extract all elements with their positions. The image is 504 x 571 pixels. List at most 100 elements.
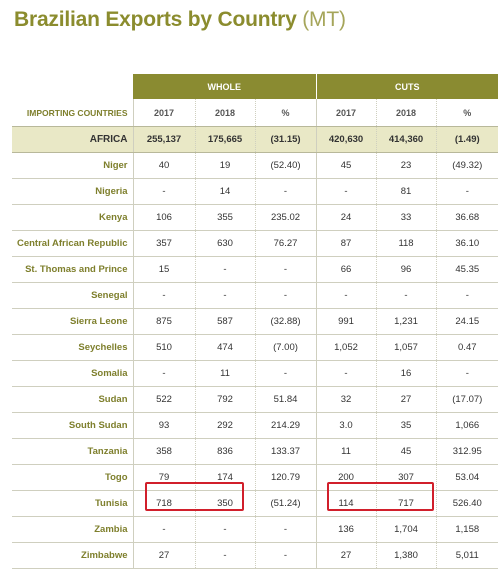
cell-whole-pct: - (254, 542, 317, 569)
header-whole-pct: % (254, 99, 317, 127)
cell-whole-pct: - (254, 516, 317, 543)
cell-cuts-pct: 0.47 (435, 334, 499, 361)
highlight-box-whole (145, 482, 244, 511)
table-row: Kenya 106 355 235.02 24 33 36.68 (12, 204, 499, 231)
cell-cuts-pct: - (435, 282, 499, 309)
cell-whole-2018: 587 (194, 308, 255, 335)
cell-cuts-2017: 87 (315, 230, 377, 257)
row-name: Senegal (12, 282, 133, 309)
cell-whole-2018: 19 (194, 152, 255, 179)
cell-whole-2018: - (194, 516, 255, 543)
title-unit: (MT) (302, 8, 346, 31)
cell-whole-pct: (52.40) (254, 152, 317, 179)
cell-cuts-2018: 1,057 (375, 334, 437, 361)
cell-cuts-pct: 53.04 (435, 464, 499, 491)
row-name: AFRICA (12, 126, 133, 153)
column-header-row: IMPORTING COUNTRIES 2017 2018 % 2017 201… (12, 99, 499, 127)
cell-cuts-pct: 312.95 (435, 438, 499, 465)
cell-cuts-2017: 32 (315, 386, 377, 413)
cell-whole-2017: 93 (132, 412, 195, 439)
cell-whole-2018: 355 (194, 204, 255, 231)
cell-whole-2018: 292 (194, 412, 255, 439)
cell-cuts-2018: 1,380 (375, 542, 437, 569)
cell-cuts-2017: 114 (315, 490, 377, 517)
cell-whole-2017: 255,137 (132, 126, 195, 153)
cell-whole-pct: (51.24) (254, 490, 317, 517)
cell-whole-2018: 14 (194, 178, 255, 205)
cell-cuts-2017: 136 (315, 516, 377, 543)
table-row: Zambia - - -136 1,704 1,158 (12, 516, 499, 543)
cell-cuts-2017: 1,052 (315, 334, 377, 361)
cell-cuts-2017: - (315, 360, 377, 387)
row-name: Togo (12, 464, 133, 491)
cell-whole-pct: (32.88) (254, 308, 317, 335)
cell-whole-2017: - (132, 282, 195, 309)
table-row: Tunisia 718 350 (51.24) 114 717 526.40 (12, 490, 499, 517)
cell-cuts-pct: 45.35 (435, 256, 499, 283)
cell-cuts-2017: 24 (315, 204, 377, 231)
cell-cuts-2018: 23 (375, 152, 437, 179)
cell-whole-pct: - (254, 282, 317, 309)
row-name: South Sudan (12, 412, 133, 439)
row-name: Nigeria (12, 178, 133, 205)
row-name: St. Thomas and Prince (12, 256, 133, 283)
cell-whole-pct: - (254, 178, 317, 205)
cell-cuts-2018: 81 (375, 178, 437, 205)
row-name: Tunisia (12, 490, 133, 517)
row-name: Sierra Leone (12, 308, 133, 335)
cell-cuts-pct: - (435, 178, 499, 205)
cell-whole-2017: 358 (132, 438, 195, 465)
cell-whole-pct: - (254, 256, 317, 283)
cell-whole-2017: 27 (132, 542, 195, 569)
cell-whole-pct: 76.27 (254, 230, 317, 257)
row-name: Sudan (12, 386, 133, 413)
cell-whole-2018: - (194, 282, 255, 309)
cell-cuts-2018: 27 (375, 386, 437, 413)
cell-cuts-2017: 200 (315, 464, 377, 491)
cell-cuts-2017: 27 (315, 542, 377, 569)
cell-cuts-2017: - (315, 282, 377, 309)
cell-whole-2018: 792 (194, 386, 255, 413)
cell-whole-pct: 120.79 (254, 464, 317, 491)
row-name: Kenya (12, 204, 133, 231)
group-header-cuts: CUTS (316, 74, 499, 99)
row-name: Seychelles (12, 334, 133, 361)
table-row: Somalia -11- -16- (12, 360, 499, 387)
cell-whole-2018: 175,665 (194, 126, 255, 153)
header-whole-2017: 2017 (132, 99, 195, 127)
cell-whole-2018: 174 (194, 464, 255, 491)
cell-whole-2017: - (132, 360, 195, 387)
table-row: Senegal - - - - - - (12, 282, 499, 309)
row-name: Central African Republic (12, 230, 133, 257)
cell-cuts-2017: 45 (315, 152, 377, 179)
cell-whole-pct: - (254, 360, 317, 387)
cell-cuts-2018: - (375, 282, 437, 309)
header-importing-countries: IMPORTING COUNTRIES (12, 99, 133, 127)
row-name: Niger (12, 152, 133, 179)
cell-cuts-pct: (17.07) (435, 386, 499, 413)
cell-whole-2018: 474 (194, 334, 255, 361)
cell-cuts-2018: 96 (375, 256, 437, 283)
cell-cuts-2017: 420,630 (315, 126, 377, 153)
cell-cuts-pct: (49.32) (435, 152, 499, 179)
cell-cuts-pct: 1,066 (435, 412, 499, 439)
header-cuts-2018: 2018 (375, 99, 437, 127)
cell-whole-2017: - (132, 516, 195, 543)
cell-cuts-2018: 1,231 (375, 308, 437, 335)
table-row: Niger 40 19 (52.40) 45 23 (49.32) (12, 152, 499, 179)
table-row: South Sudan 93 292 214.29 3.0 35 1,066 (12, 412, 499, 439)
table-row: Sudan 522 792 51.84 32 27 (17.07) (12, 386, 499, 413)
header-whole-2018: 2018 (194, 99, 255, 127)
cell-whole-2018: 350 (194, 490, 255, 517)
row-name: Zimbabwe (12, 542, 133, 569)
highlight-box-cuts (327, 482, 434, 511)
cell-cuts-2018: 414,360 (375, 126, 437, 153)
cell-whole-pct: 235.02 (254, 204, 317, 231)
table-row: Sierra Leone 875 587 (32.88) 991 1,231 24.15 (12, 308, 499, 335)
cell-whole-2017: 357 (132, 230, 195, 257)
table-row: Central African Republic 357 630 76.27 87 118… (12, 230, 499, 257)
cell-cuts-2018: 35 (375, 412, 437, 439)
cell-cuts-2018: 717 (375, 490, 437, 517)
cell-cuts-2018: 16 (375, 360, 437, 387)
cell-whole-2018: 836 (194, 438, 255, 465)
